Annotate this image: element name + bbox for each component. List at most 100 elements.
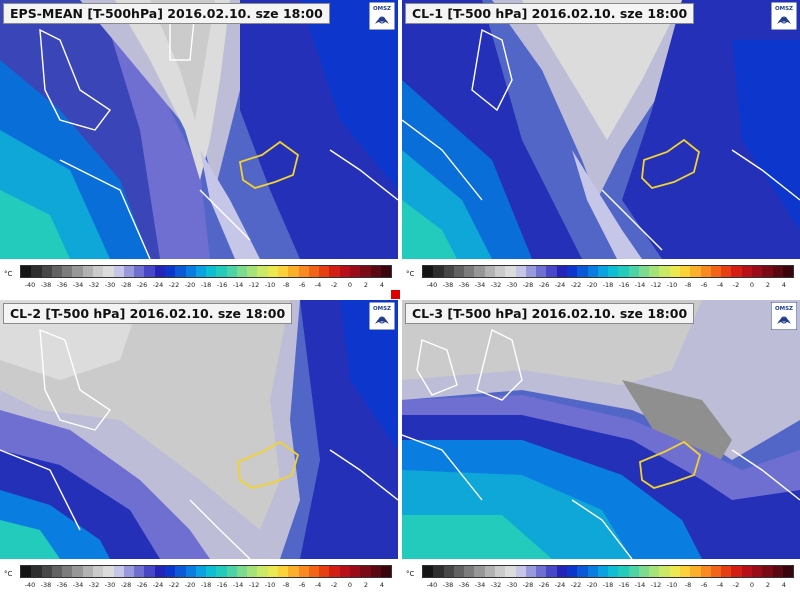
colorbar-swatch [31,266,42,277]
colorbar-tick-label: 0 [347,281,353,289]
colorbar-swatch [257,266,268,277]
colorbar-swatch [298,566,309,577]
colorbar-swatch [772,266,783,277]
panel-cl-3: CL-3 [T-500 hPa] 2016.02.10. sze 18:00 O… [402,300,800,598]
colorbar-tick-label: -12 [248,581,260,589]
colorbar-tick-label: -36 [458,581,470,589]
colorbar-swatch [113,266,124,277]
colorbar-swatch [700,566,711,577]
colorbar-swatch [72,266,83,277]
colorbar-swatch [566,266,578,277]
colorbar-swatch [226,266,237,277]
colorbar-swatch [433,566,444,577]
colorbar-tick-label: -28 [522,281,534,289]
colorbar-swatch [628,266,639,277]
colorbar-swatch [21,566,32,577]
colorbar-tick-label: -34 [72,581,84,589]
colorbar-swatch [566,566,578,577]
colorbar-swatch [525,266,537,277]
colorbar-swatch [278,266,289,277]
panel-eps-mean: EPS-MEAN [T-500hPa] 2016.02.10. sze 18:0… [0,0,398,298]
colorbar-swatch [762,266,773,277]
colorbar-swatch [278,566,289,577]
colorbar-swatch [319,266,330,277]
colorbar-tick-label: -38 [40,281,52,289]
omsz-logo-icon: OMSZ [369,302,395,330]
colorbar-tick-label: -38 [40,581,52,589]
colorbar-tick-label: -4 [716,581,724,589]
colorbar-tick-label: -8 [684,281,692,289]
colorbar-swatch [649,566,660,577]
colorbar-tick-label: -28 [522,581,534,589]
colorbar-tick-label: -34 [474,281,486,289]
colorbar-tick-label: -18 [200,581,212,589]
colorbar-tick-label: -24 [152,281,164,289]
colorbar-swatch [474,266,485,277]
colorbar-tick-label: 0 [347,581,353,589]
colorbar-swatch [515,566,526,577]
colorbar-swatch [62,566,73,577]
colorbar-swatch [494,566,506,577]
colorbar [20,265,392,278]
colorbar-tick-label: -30 [506,281,518,289]
colorbar-swatch [113,566,124,577]
colorbar-swatch [741,266,752,277]
colorbar-swatch [226,566,237,577]
colorbar-swatch [339,566,350,577]
colorbar-tick-label: -20 [586,581,598,589]
colorbar-swatch [423,566,434,577]
colorbar [20,565,392,578]
colorbar-tick-label: -10 [264,581,276,589]
panel-title: CL-2 [T-500 hPa] 2016.02.10. sze 18:00 [3,303,293,324]
colorbar-swatch [82,266,93,277]
svg-text:OMSZ: OMSZ [373,6,391,12]
colorbar-swatch [175,266,186,277]
colorbar-tick-label: -22 [570,281,582,289]
colorbar-swatch [618,566,629,577]
colorbar-tick-label: -36 [56,581,68,589]
colorbar-tick-label: -16 [618,281,630,289]
colorbar-swatch [380,566,392,577]
colorbar-tick-label: 2 [363,281,369,289]
colorbar-tick-label: -2 [732,581,740,589]
colorbar-swatch [288,266,299,277]
colorbar-legend: °C -40 -38 -36 -34 -32 -30 -28 -26 -24 -22 -20 -18-… [0,560,398,598]
unit-label: °C [406,570,415,578]
colorbar [422,265,794,278]
colorbar-tick-label: -18 [602,581,614,589]
colorbar-swatch [134,566,145,577]
colorbar-swatch [288,566,299,577]
colorbar-tick-label: -40 [24,581,36,589]
panel-title: EPS-MEAN [T-500hPa] 2016.02.10. sze 18:0… [3,3,330,24]
colorbar-swatch [505,266,516,277]
colorbar-tick-label: -2 [330,581,338,589]
colorbar-swatch [350,266,361,277]
colorbar-swatch [51,266,63,277]
colorbar-swatch [41,566,52,577]
colorbar-tick-label: -38 [442,581,454,589]
colorbar-ticks: -40 -38 -36 -34 -32 -30 -28 -26 -24 -22 -20 -18 -16-… [20,581,392,591]
colorbar-tick-label: -38 [442,281,454,289]
colorbar-tick-label: -36 [458,281,470,289]
colorbar-swatch [464,566,475,577]
colorbar-tick-label: 4 [781,581,787,589]
colorbar-swatch [206,566,217,577]
temperature-map [402,0,800,259]
colorbar-tick-label: -6 [700,581,708,589]
colorbar-swatch [577,566,588,577]
colorbar-tick-label: -30 [104,281,116,289]
colorbar-swatch [144,266,155,277]
colorbar-swatch [360,566,371,577]
colorbar-tick-label: -14 [232,581,244,589]
colorbar-swatch [628,566,639,577]
colorbar-tick-label: 2 [765,581,771,589]
colorbar-swatch [484,566,495,577]
colorbar-tick-label: -22 [168,281,180,289]
panel-cl-1: CL-1 [T-500 hPa] 2016.02.10. sze 18:00 O… [402,0,800,298]
colorbar-swatch [731,566,742,577]
colorbar-tick-label: -4 [314,581,322,589]
colorbar-tick-label: -8 [684,581,692,589]
colorbar-tick-label: 4 [781,281,787,289]
colorbar-swatch [92,566,104,577]
colorbar-swatch [597,266,609,277]
